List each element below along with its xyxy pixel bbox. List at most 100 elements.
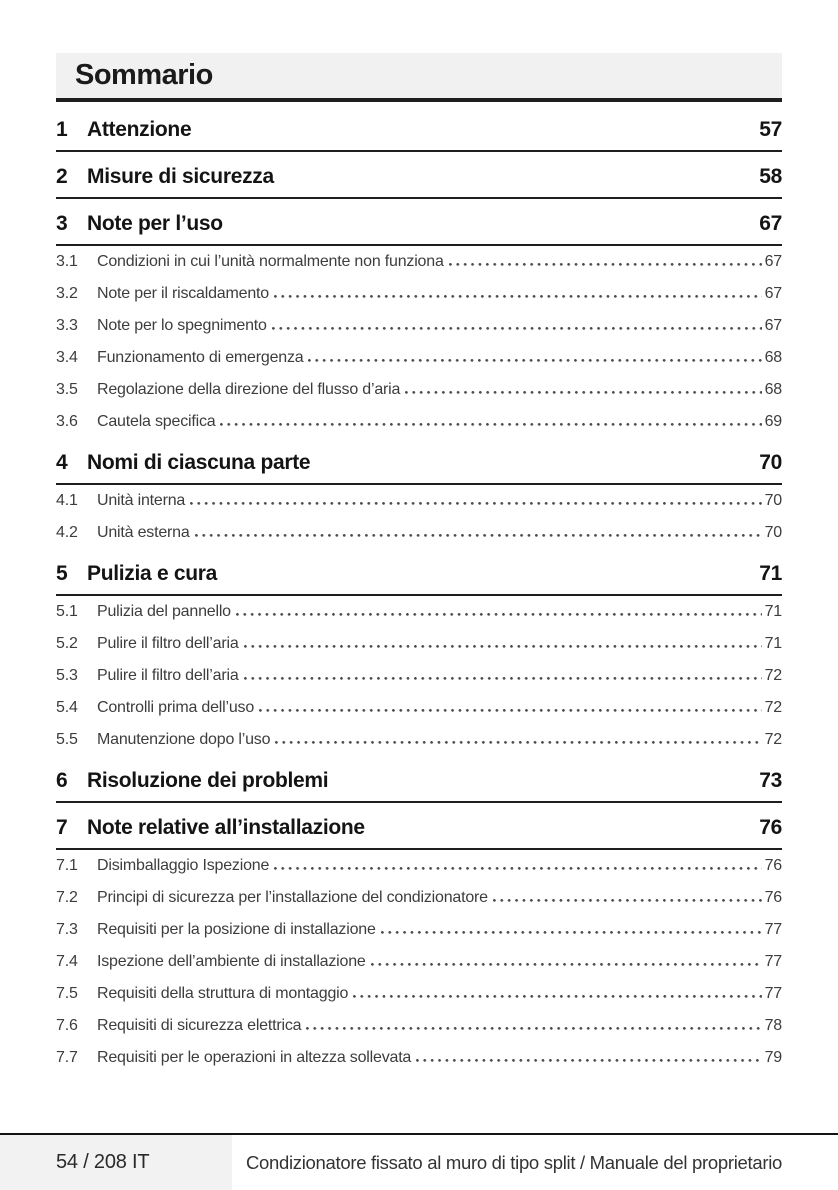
toc-entry-number: 4.1	[56, 492, 78, 509]
toc-entry-label: Misure di sicurezza	[87, 165, 274, 188]
toc-entry-number: 5.5	[56, 731, 78, 748]
dot-leader	[190, 502, 762, 505]
toc-sub-row: 7.2 Principi di sicurezza per l’installaz…	[56, 882, 782, 914]
toc-entry-label: Note per l’uso	[87, 212, 223, 235]
toc-entry-page: 78	[764, 1017, 783, 1034]
toc-entry-number: 7.5	[56, 985, 78, 1002]
toc-sub-row: 7.1 Disimballaggio Ispezione 76	[56, 850, 782, 882]
dot-leader	[405, 391, 762, 394]
toc-entry-page: 67	[759, 212, 782, 235]
toc-entry-page: 67	[764, 317, 783, 334]
title-rule	[56, 98, 782, 102]
toc-entry-number: 3.5	[56, 381, 78, 398]
toc-entry-page: 77	[764, 921, 783, 938]
toc-chapter-row: 2 Misure di sicurezza 58	[56, 158, 782, 199]
toc-entry-page: 70	[764, 492, 783, 509]
toc-entry-page: 79	[764, 1049, 783, 1066]
dot-leader	[380, 931, 762, 934]
toc-entry-label: Manutenzione dopo l’uso	[97, 731, 271, 748]
toc-chapter-row: 1 Attenzione 57	[56, 111, 782, 152]
toc-entry-label: Note relative all’installazione	[87, 816, 365, 839]
toc-entry-number: 5.2	[56, 635, 78, 652]
toc-entry-page: 67	[764, 253, 783, 270]
toc-entry-page: 69	[764, 413, 783, 430]
toc-entry-label: Pulizia e cura	[87, 562, 218, 585]
toc-entry-label: Unità esterna	[97, 524, 190, 541]
toc-entry-label: Note per lo spegnimento	[97, 317, 267, 334]
toc-entry-number: 3.4	[56, 349, 78, 366]
toc-entry-number: 7.1	[56, 857, 78, 874]
toc-entry-label: Nomi di ciascuna parte	[87, 451, 311, 474]
toc-entry-number: 7.2	[56, 889, 78, 906]
toc-entry-label: Condizioni in cui l’unità normalmente no…	[97, 253, 444, 270]
toc-entry-label: Pulire il filtro dell’aria	[97, 635, 239, 652]
toc-entry-page: 71	[764, 635, 783, 652]
toc-entry-label: Note per il riscaldamento	[97, 285, 269, 302]
toc-sub-row: 5.4 Controlli prima dell’uso 72	[56, 692, 782, 724]
toc-entry-number: 4	[56, 451, 68, 474]
dot-leader	[416, 1059, 762, 1062]
toc-entry-number: 7.4	[56, 953, 78, 970]
toc-entry-number: 5.3	[56, 667, 78, 684]
page-title: Sommario	[75, 59, 213, 91]
dot-leader	[243, 645, 762, 648]
toc-entry-number: 7	[56, 816, 68, 839]
toc-entry-label: Pulire il filtro dell’aria	[97, 667, 239, 684]
toc-chapter-row: 6 Risoluzione dei problemi 73	[56, 762, 782, 803]
toc-entry-number: 5.4	[56, 699, 78, 716]
toc-entry-label: Cautela specifica	[97, 413, 216, 430]
dot-leader	[306, 1027, 762, 1030]
footer: 54 / 208 IT Condizionatore fissato al mu…	[0, 1133, 838, 1190]
toc-sub-row: 5.3 Pulire il filtro dell’aria 72	[56, 660, 782, 692]
toc-entry-page: 71	[759, 562, 782, 585]
toc-sub-row: 3.1 Condizioni in cui l’unità normalmente…	[56, 246, 782, 278]
toc-entry-page: 73	[759, 769, 782, 792]
toc-chapter-row: 5 Pulizia e cura 71	[56, 555, 782, 596]
toc-entry-page: 76	[759, 816, 782, 839]
toc-entry-label: Risoluzione dei problemi	[87, 769, 329, 792]
toc-entry-label: Requisiti per le operazioni in altezza s…	[97, 1049, 412, 1066]
toc-sub-row: 5.2 Pulire il filtro dell’aria 71	[56, 628, 782, 660]
dot-leader	[235, 613, 762, 616]
toc-entry-label: Disimballaggio Ispezione	[97, 857, 270, 874]
dot-leader	[259, 709, 762, 712]
toc-entry-label: Controlli prima dell’uso	[97, 699, 255, 716]
toc-entry-number: 6	[56, 769, 68, 792]
toc-entry-label: Attenzione	[87, 118, 192, 141]
toc-entry-page: 76	[764, 857, 783, 874]
toc-entry-page: 70	[759, 451, 782, 474]
dot-leader	[492, 899, 762, 902]
toc-sub-row: 4.1 Unità interna 70	[56, 485, 782, 517]
toc-entry-page: 68	[764, 381, 783, 398]
dot-leader	[243, 677, 762, 680]
toc-entry-number: 1	[56, 118, 68, 141]
toc-entry-number: 3	[56, 212, 68, 235]
toc-entry-label: Requisiti della struttura di montaggio	[97, 985, 349, 1002]
toc-entry-page: 70	[764, 524, 783, 541]
dot-leader	[370, 963, 762, 966]
dot-leader	[275, 741, 762, 744]
toc-entry-number: 3.2	[56, 285, 78, 302]
footer-doc-title: Condizionatore fissato al muro di tipo s…	[245, 1151, 782, 1173]
toc-entry-page: 77	[764, 953, 783, 970]
toc-entry-page: 57	[759, 118, 782, 141]
toc-entry-number: 5	[56, 562, 68, 585]
dot-leader	[308, 359, 762, 362]
toc-sub-row: 5.5 Manutenzione dopo l’uso 72	[56, 724, 782, 756]
toc-entry-label: Principi di sicurezza per l’installazion…	[97, 889, 488, 906]
toc-entry-label: Unità interna	[97, 492, 186, 509]
toc-entry-page: 67	[764, 285, 783, 302]
toc-entry-page: 77	[764, 985, 783, 1002]
toc-sub-row: 7.6 Requisiti di sicurezza elettrica 78	[56, 1010, 782, 1042]
toc-entry-label: Ispezione dell’ambiente di installazione	[97, 953, 366, 970]
toc-entry-label: Funzionamento di emergenza	[97, 349, 304, 366]
toc-sub-row: 3.4 Funzionamento di emergenza 68	[56, 342, 782, 374]
toc-chapter-row: 3 Note per l’uso 67	[56, 205, 782, 246]
toc-sub-row: 3.5 Regolazione della direzione del fluss…	[56, 374, 782, 406]
toc-entry-label: Pulizia del pannello	[97, 603, 231, 620]
toc-entry-label: Requisiti per la posizione di installazi…	[97, 921, 376, 938]
toc-entry-number: 5.1	[56, 603, 78, 620]
dot-leader	[448, 263, 762, 266]
toc-entry-number: 2	[56, 165, 68, 188]
toc-sub-row: 7.7 Requisiti per le operazioni in altezz…	[56, 1042, 782, 1074]
